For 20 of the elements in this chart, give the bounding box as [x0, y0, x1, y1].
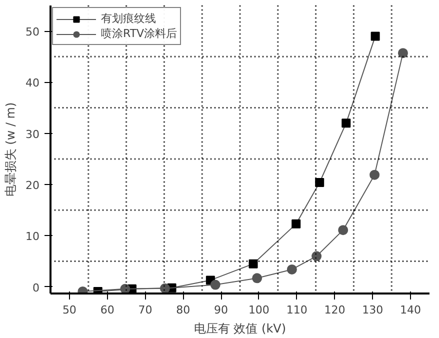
y-tick-label: 50 — [26, 26, 40, 39]
x-tick-label: 140 — [400, 304, 422, 316]
x-tick-label: 110 — [286, 304, 308, 316]
y-tick-label: 10 — [26, 230, 40, 244]
x-tick-label: 130 — [362, 304, 384, 316]
legend-label: 喷涂RTV涂料后 — [101, 26, 178, 41]
y-tick-label: 20 — [26, 179, 40, 192]
y-tick-label: 0 — [32, 281, 40, 294]
y-axis-title: 电晕损失 (w / m) — [4, 102, 18, 197]
x-axis-title: 电压有 效值 (kV) — [194, 322, 286, 336]
y-tick-label: 30 — [26, 128, 40, 141]
y-tick-label: 40 — [26, 76, 40, 90]
x-tick-label: 70 — [138, 304, 152, 316]
x-tick-label: 100 — [248, 304, 270, 316]
x-tick-label: 120 — [324, 304, 346, 316]
x-tick-label: 50 — [62, 304, 76, 316]
x-tick-label: 60 — [100, 304, 114, 316]
legend-label: 有划痕纹线 — [101, 11, 156, 26]
x-tick-label: 80 — [176, 304, 190, 316]
x-tick-label: 90 — [214, 304, 228, 316]
